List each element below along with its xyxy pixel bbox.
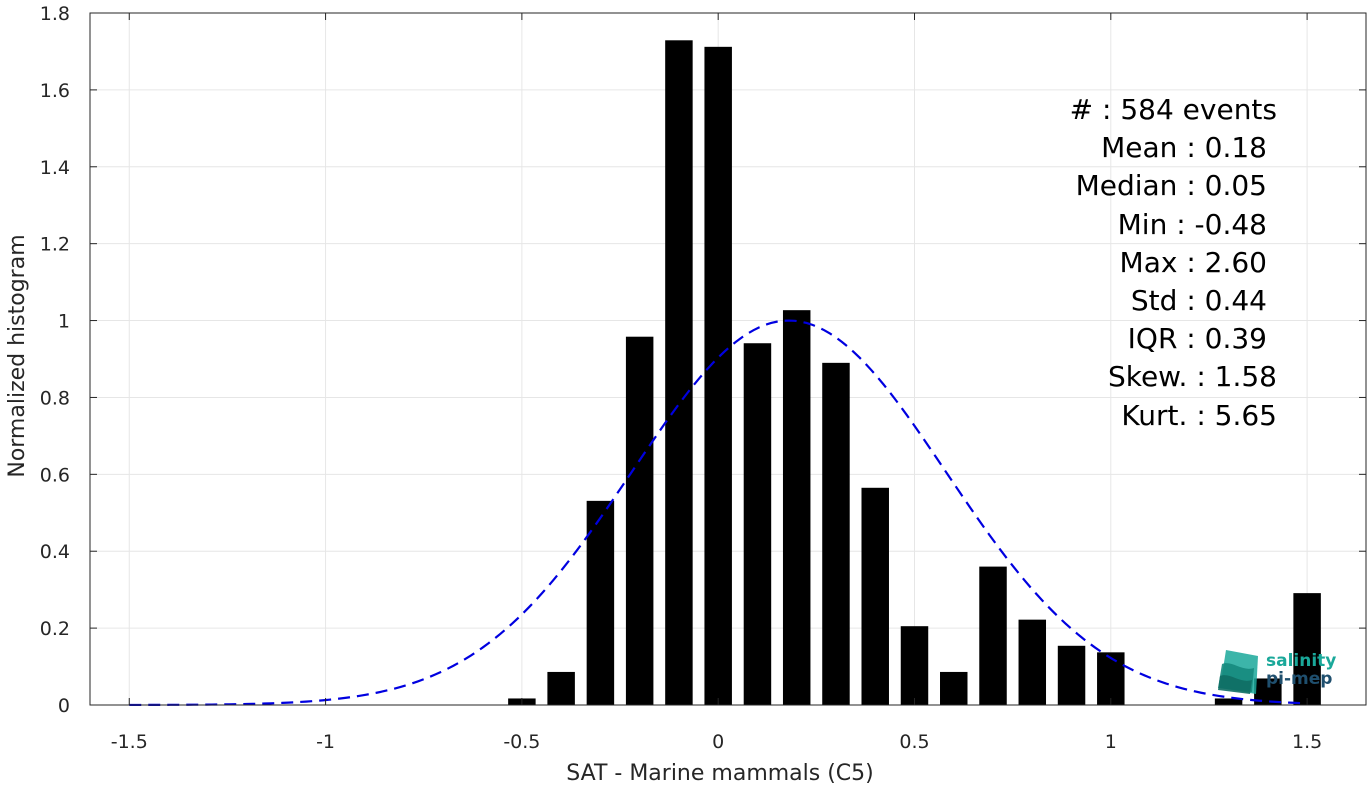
plot-frame: [89, 12, 1367, 706]
y-tick-label: 0: [58, 695, 70, 717]
histogram-bar: [743, 343, 772, 705]
x-axis-ticks: -1.5 -1 -0.5 0 0.5 1 1.5: [111, 13, 1322, 753]
histogram-bar: [900, 626, 929, 705]
histogram-bar: [1097, 652, 1125, 705]
histogram-bar: [940, 671, 968, 705]
statistics-box: # : 584 events Mean : 0.18 Median : 0.05…: [1070, 93, 1277, 432]
y-tick-label: 1.8: [40, 3, 70, 25]
histogram-bar: [547, 671, 575, 705]
x-tick-label: 0.5: [899, 731, 929, 753]
stat-max: Max : 2.60: [1120, 246, 1267, 279]
y-tick-label: 1.2: [40, 234, 70, 256]
x-tick-label: -1: [316, 731, 335, 753]
histogram-bar: [861, 487, 889, 705]
y-tick-label: 1.4: [40, 157, 70, 179]
stat-iqr: IQR : 0.39: [1128, 322, 1267, 355]
histogram-bar: [782, 310, 811, 705]
salinity-pi-mep-logo: salinity pi-mep: [1218, 650, 1336, 694]
histogram-bar: [586, 500, 615, 705]
histogram-bar: [822, 362, 850, 705]
x-tick-label: -1.5: [111, 731, 148, 753]
histogram-bars: [508, 40, 1321, 706]
stat-mean: Mean : 0.18: [1101, 131, 1267, 164]
x-axis-label: SAT - Marine mammals (C5): [566, 761, 874, 785]
x-tick-label: -0.5: [503, 731, 540, 753]
y-tick-label: 1.6: [40, 80, 70, 102]
y-tick-label: 1: [58, 311, 70, 333]
stat-std: Std : 0.44: [1131, 284, 1267, 317]
y-tick-label: 0.4: [40, 541, 70, 563]
stat-skew: Skew. : 1.58: [1108, 360, 1277, 393]
histogram-bar: [1018, 619, 1047, 705]
stat-median: Median : 0.05: [1076, 169, 1267, 202]
y-axis-ticks: 0 0.2 0.4 0.6 0.8 1 1.2 1.4 1.6 1.8: [40, 3, 1366, 717]
histogram-bar: [1057, 645, 1086, 705]
stat-count: # : 584 events: [1070, 93, 1277, 126]
histogram-bar: [625, 336, 654, 705]
logo-text-salinity: salinity: [1266, 651, 1336, 671]
x-tick-label: 1.5: [1292, 731, 1322, 753]
histogram-bar: [1293, 593, 1321, 705]
stat-min: Min : -0.48: [1118, 208, 1267, 241]
histogram-bar: [1214, 698, 1243, 705]
logo-wave-icon: [1218, 650, 1258, 694]
histogram-bar: [665, 40, 693, 706]
histogram-bar: [979, 566, 1007, 705]
stat-kurt: Kurt. : 5.65: [1121, 399, 1277, 432]
y-axis-label: Normalized histogram: [5, 234, 30, 477]
y-tick-label: 0.2: [40, 618, 70, 640]
x-tick-label: 1: [1105, 731, 1117, 753]
logo-text-pi-mep: pi-mep: [1266, 669, 1332, 689]
y-tick-label: 0.8: [40, 387, 70, 409]
x-tick-label: 0: [712, 731, 724, 753]
y-tick-label: 0.6: [40, 464, 70, 486]
histogram-bar: [704, 46, 732, 705]
